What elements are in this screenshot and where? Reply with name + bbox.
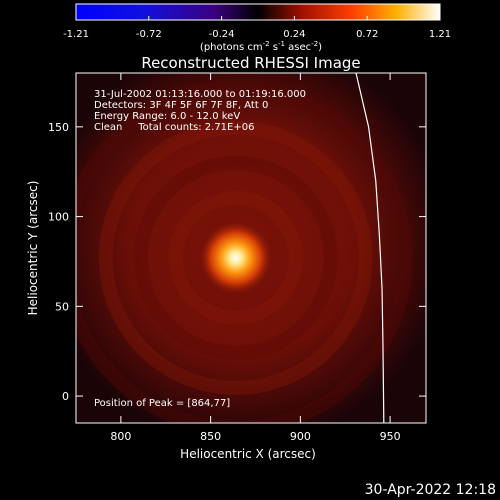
ripple-ring — [98, 120, 373, 395]
x-tick-label: 800 — [110, 430, 131, 443]
y-tick-label: 150 — [48, 121, 69, 134]
colorbar-tick-label: -0.24 — [209, 29, 235, 40]
annotation-line-1: 31-Jul-2002 01:13:16.000 to 01:19:16.000 — [94, 89, 306, 100]
peak-position-label: Position of Peak = [864,77] — [94, 398, 230, 409]
ripple-ring — [76, 80, 413, 423]
ripple-ring — [168, 190, 303, 325]
annotation-line-2: Detectors: 3F 4F 5F 6F 7F 8F, Att 0 — [94, 100, 268, 111]
colorbar-tick-label: 1.21 — [429, 29, 451, 40]
plot-frame — [75, 72, 427, 424]
plot-area — [76, 73, 426, 423]
x-tick-label: 950 — [380, 430, 401, 443]
y-axis-ticks: 0 50 100 150 — [48, 121, 426, 403]
x-axis-ticks: 800 850 900 950 — [110, 73, 401, 443]
colorbar-tick-label: 0.72 — [356, 29, 378, 40]
annotation-line-3: Energy Range: 6.0 - 12.0 keV — [94, 111, 240, 122]
chart-title: Reconstructed RHESSI Image — [141, 54, 360, 72]
y-tick-label: 0 — [62, 390, 69, 403]
colorbar-ticks: -1.21 -0.72 -0.24 0.24 0.72 1.21 — [63, 16, 451, 40]
colorbar — [75, 3, 441, 21]
colorbar-unit-label: (photons cm-2 s-1 asec-2) — [200, 40, 322, 53]
annotation-block: 31-Jul-2002 01:13:16.000 to 01:19:16.000… — [94, 89, 306, 133]
y-tick-label: 100 — [48, 211, 69, 224]
x-axis-label: Heliocentric X (arcsec) — [180, 447, 316, 461]
annotation-line-4: Clean Total counts: 2.71E+06 — [94, 122, 254, 133]
ripple-ring — [133, 155, 338, 360]
ripple-rings — [76, 80, 413, 423]
colorbar-tick-label: -0.72 — [136, 29, 162, 40]
solar-limb-curve — [355, 73, 385, 423]
y-tick-label: 50 — [55, 300, 69, 313]
peak-source — [199, 221, 272, 294]
x-tick-label: 900 — [290, 430, 311, 443]
y-axis-label: Heliocentric Y (arcsec) — [26, 181, 40, 316]
x-tick-label: 850 — [200, 430, 221, 443]
timestamp: 30-Apr-2022 12:18 — [365, 482, 496, 498]
colorbar-tick-label: 0.24 — [283, 29, 305, 40]
colorbar-tick-label: -1.21 — [63, 29, 89, 40]
